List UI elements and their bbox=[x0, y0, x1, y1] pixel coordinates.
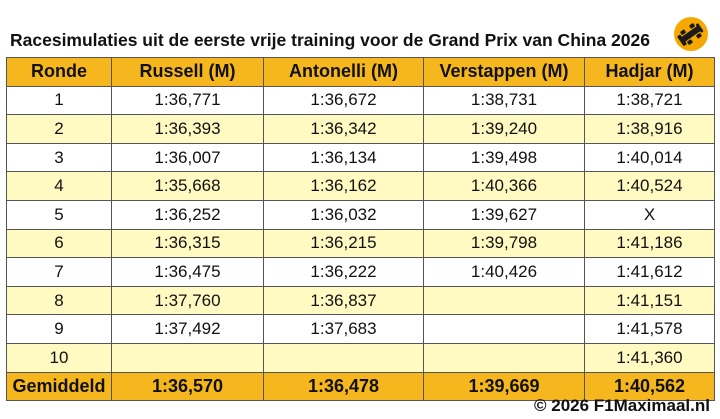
time-cell bbox=[423, 314, 585, 344]
time-cell: 1:35,668 bbox=[111, 171, 264, 201]
lap-cell: 4 bbox=[6, 171, 112, 201]
column-header-ronde: Ronde bbox=[6, 57, 112, 87]
lap-times-table: Ronde Russell (M) Antonelli (M) Verstapp… bbox=[6, 57, 715, 402]
time-cell: 1:40,426 bbox=[423, 257, 585, 287]
average-cell: 1:40,562 bbox=[584, 371, 715, 402]
lap-cell: 5 bbox=[6, 199, 112, 230]
time-cell: 1:39,240 bbox=[423, 114, 585, 144]
column-header-verstappen: Verstappen (M) bbox=[423, 57, 585, 87]
time-cell: 1:37,760 bbox=[111, 285, 264, 316]
time-cell: 1:36,475 bbox=[111, 257, 264, 287]
time-cell: 1:37,492 bbox=[111, 314, 264, 344]
lap-cell: 2 bbox=[6, 114, 112, 144]
time-cell: 1:37,683 bbox=[263, 314, 424, 344]
column-header-russell: Russell (M) bbox=[111, 57, 264, 87]
average-row: Gemiddeld 1:36,570 1:36,478 1:39,669 1:4… bbox=[6, 371, 715, 402]
page-title: Racesimulaties uit de eerste vrije train… bbox=[10, 30, 650, 50]
lap-cell: 9 bbox=[6, 314, 112, 344]
table-row: 8 1:37,760 1:36,837 1:41,151 bbox=[6, 285, 715, 316]
time-cell: 1:36,215 bbox=[263, 228, 424, 259]
time-cell: 1:38,916 bbox=[584, 114, 715, 144]
time-cell bbox=[263, 342, 424, 373]
table-row: 7 1:36,475 1:36,222 1:40,426 1:41,612 bbox=[6, 257, 715, 287]
column-header-antonelli: Antonelli (M) bbox=[263, 57, 424, 87]
f1maximaal-logo-icon bbox=[674, 17, 708, 51]
time-cell: X bbox=[584, 199, 715, 230]
time-cell: 1:36,342 bbox=[263, 114, 424, 144]
time-cell: 1:38,721 bbox=[584, 85, 715, 116]
time-cell: 1:39,627 bbox=[423, 199, 585, 230]
time-cell: 1:41,360 bbox=[584, 342, 715, 373]
time-cell: 1:36,837 bbox=[263, 285, 424, 316]
average-label: Gemiddeld bbox=[6, 371, 112, 402]
time-cell: 1:36,672 bbox=[263, 85, 424, 116]
time-cell: 1:40,014 bbox=[584, 142, 715, 173]
table-row: 2 1:36,393 1:36,342 1:39,240 1:38,916 bbox=[6, 114, 715, 144]
average-cell: 1:39,669 bbox=[423, 371, 585, 402]
lap-cell: 1 bbox=[6, 85, 112, 116]
lap-cell: 10 bbox=[6, 342, 112, 373]
time-cell: 1:36,315 bbox=[111, 228, 264, 259]
time-cell: 1:38,731 bbox=[423, 85, 585, 116]
average-cell: 1:36,570 bbox=[111, 371, 264, 402]
table-row: 1 1:36,771 1:36,672 1:38,731 1:38,721 bbox=[6, 85, 715, 116]
time-cell: 1:36,134 bbox=[263, 142, 424, 173]
time-cell: 1:36,162 bbox=[263, 171, 424, 201]
lap-cell: 6 bbox=[6, 228, 112, 259]
time-cell: 1:36,771 bbox=[111, 85, 264, 116]
table-row: 9 1:37,492 1:37,683 1:41,578 bbox=[6, 314, 715, 344]
time-cell: 1:41,151 bbox=[584, 285, 715, 316]
time-cell: 1:41,186 bbox=[584, 228, 715, 259]
time-cell: 1:36,007 bbox=[111, 142, 264, 173]
average-cell: 1:36,478 bbox=[263, 371, 424, 402]
time-cell: 1:41,578 bbox=[584, 314, 715, 344]
lap-cell: 3 bbox=[6, 142, 112, 173]
table-row: 6 1:36,315 1:36,215 1:39,798 1:41,186 bbox=[6, 228, 715, 259]
time-cell: 1:39,498 bbox=[423, 142, 585, 173]
time-cell: 1:36,222 bbox=[263, 257, 424, 287]
time-cell: 1:40,524 bbox=[584, 171, 715, 201]
table-row: 10 1:41,360 bbox=[6, 342, 715, 373]
time-cell: 1:36,252 bbox=[111, 199, 264, 230]
time-cell: 1:36,032 bbox=[263, 199, 424, 230]
time-cell bbox=[423, 285, 585, 316]
header-row: Ronde Russell (M) Antonelli (M) Verstapp… bbox=[6, 57, 715, 87]
time-cell bbox=[423, 342, 585, 373]
column-header-hadjar: Hadjar (M) bbox=[584, 57, 715, 87]
time-cell: 1:40,366 bbox=[423, 171, 585, 201]
time-cell: 1:39,798 bbox=[423, 228, 585, 259]
copyright-footer: © 2026 F1Maximaal.nl bbox=[533, 396, 710, 415]
time-cell: 1:36,393 bbox=[111, 114, 264, 144]
lap-cell: 7 bbox=[6, 257, 112, 287]
table-row: 4 1:35,668 1:36,162 1:40,366 1:40,524 bbox=[6, 171, 715, 201]
time-cell bbox=[111, 342, 264, 373]
table-row: 3 1:36,007 1:36,134 1:39,498 1:40,014 bbox=[6, 142, 715, 173]
table-row: 5 1:36,252 1:36,032 1:39,627 X bbox=[6, 199, 715, 230]
time-cell: 1:41,612 bbox=[584, 257, 715, 287]
lap-cell: 8 bbox=[6, 285, 112, 316]
